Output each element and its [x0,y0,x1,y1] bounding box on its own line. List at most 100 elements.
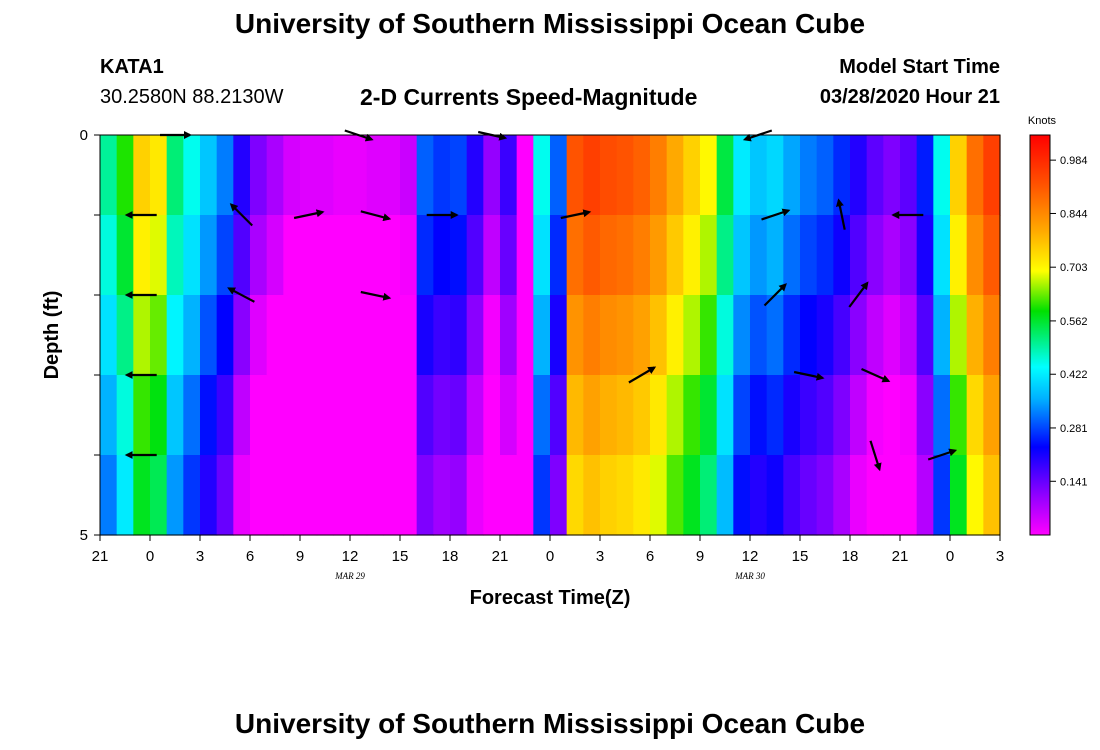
heatmap-cell [966,455,984,536]
heatmap-cell [200,455,218,536]
x-tick-label: 18 [842,548,859,565]
heatmap-cell [566,215,584,296]
heatmap-cell [466,455,484,536]
heatmap-cell [100,375,118,456]
heatmap-cell [233,135,251,216]
heatmap-cell [333,375,351,456]
heatmap-cell [450,455,468,536]
heatmap-cell [133,375,151,456]
heatmap-cell [533,375,551,456]
heatmap-cell [350,375,368,456]
heatmap-cell [633,215,651,296]
heatmap-cell [900,215,918,296]
heatmap-cell [366,295,384,376]
heatmap-cell [950,455,968,536]
heatmap-cell [933,455,951,536]
heatmap-cell [766,375,784,456]
heatmap-cell [100,135,118,216]
current-arrow [360,290,392,301]
heatmap-cell [616,215,634,296]
heatmap-cell [833,375,851,456]
heatmap-cell [416,215,434,296]
heatmap-cell [500,295,518,376]
heatmap-cell [866,135,884,216]
heatmap-cell [133,295,151,376]
heatmap-cell [983,135,1001,216]
heatmap-cell [716,455,734,536]
heatmap-cell [233,375,251,456]
heatmap-cell [866,455,884,536]
heatmap-cell [316,135,334,216]
heatmap-cell [683,295,701,376]
heatmap-cell [250,135,268,216]
x-tick-label: 9 [296,548,304,565]
heatmap-cell [983,295,1001,376]
heatmap-cell [783,135,801,216]
heatmap-cell [516,215,534,296]
current-arrow [761,208,791,221]
heatmap-cell [250,375,268,456]
heatmap-cell [666,455,684,536]
heatmap-cell [816,135,834,216]
heatmap-cell [133,135,151,216]
heatmap-cell [716,135,734,216]
heatmap-cell [800,455,818,536]
heatmap-cell [800,295,818,376]
heatmap-cell [783,295,801,376]
heatmap-cell [633,295,651,376]
heatmap-cell [800,135,818,216]
heatmap-cell [833,135,851,216]
heatmap-cell [600,295,618,376]
heatmap-cell [300,375,318,456]
x-tick-label: 12 [342,548,359,565]
heatmap-cell [633,375,651,456]
heatmap-cell [566,375,584,456]
heatmap-cell [916,455,934,536]
colorbar-tick-label: 0.281 [1060,423,1088,435]
heatmap-cell [366,135,384,216]
heatmap-cell [300,455,318,536]
heatmap-cell [850,295,868,376]
station-id: KATA1 [100,56,164,78]
heatmap-cell [116,455,134,536]
heatmap-cell [750,135,768,216]
current-arrow [861,367,891,383]
heatmap-cell [116,135,134,216]
heatmap-cell [416,375,434,456]
heatmap-cell [733,135,751,216]
heatmap-cell [733,455,751,536]
colorbar-tick-label: 0.703 [1060,262,1088,274]
heatmap-cell [700,215,718,296]
y-tick-label: 5 [80,527,88,544]
heatmap-cell [516,135,534,216]
heatmap-cell [366,375,384,456]
heatmap-cell [433,455,451,536]
heatmap-cell [733,215,751,296]
heatmap-cell [383,135,401,216]
heatmap-cell [783,375,801,456]
heatmap-cell [666,375,684,456]
heatmap-cell [133,455,151,536]
heatmap-cell [516,295,534,376]
heatmap-cell [116,295,134,376]
heatmap-cell [383,295,401,376]
heatmap-cell [400,135,418,216]
heatmap-cell [716,215,734,296]
heatmap-cell [950,295,968,376]
heatmap-cell [166,295,184,376]
heatmap-cell [350,135,368,216]
current-arrow [293,209,325,220]
heatmap-cell [633,135,651,216]
heatmap-cell [100,295,118,376]
heatmap-cell [833,215,851,296]
current-arrow [835,198,846,230]
heatmap-cell [666,135,684,216]
heatmap-cell [583,135,601,216]
heatmap-cell [466,215,484,296]
heatmap-cell [916,215,934,296]
heatmap-cell [166,215,184,296]
heatmap-cell [316,295,334,376]
heatmap-cell [883,215,901,296]
x-tick-label: 15 [392,548,409,565]
